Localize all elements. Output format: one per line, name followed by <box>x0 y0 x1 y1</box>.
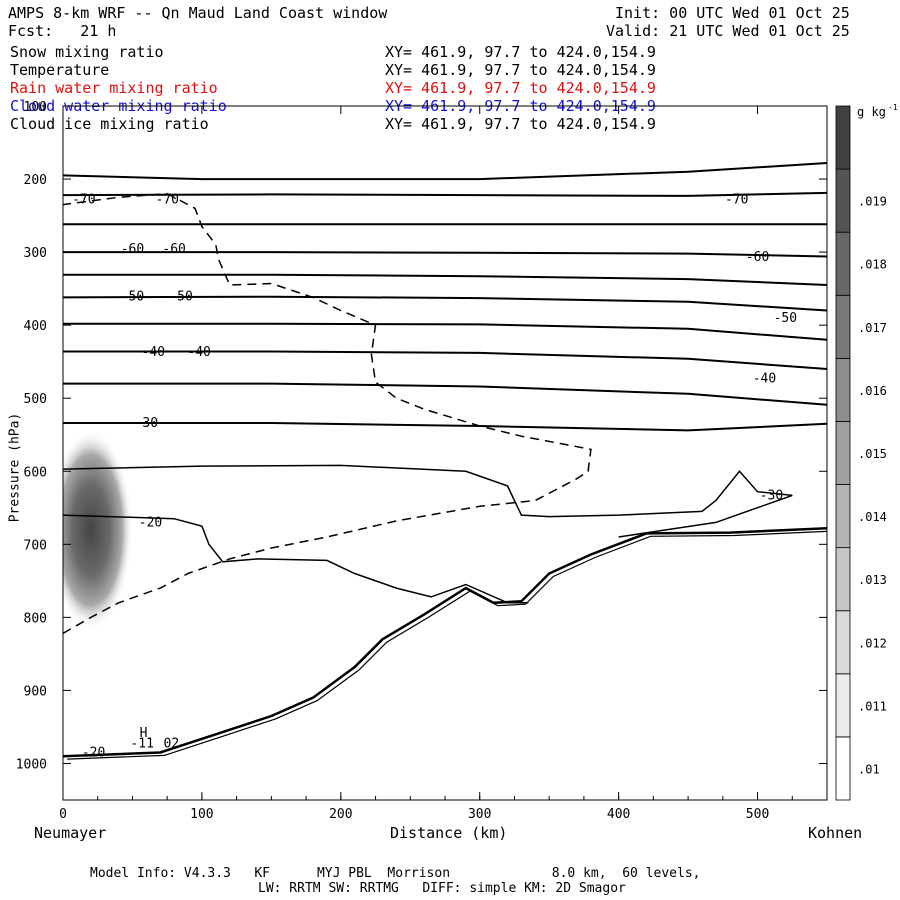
colorbar-label: .015 <box>858 447 887 461</box>
contour-label: -20 <box>82 746 105 761</box>
forecast-hour: Fcst: 21 h <box>8 22 117 40</box>
terrain-line-lower <box>67 530 827 760</box>
y-tick-label: 600 <box>24 465 47 480</box>
colorbar-label: .01 <box>858 762 880 776</box>
field-xy: XY= 461.9, 97.7 to 424.0,154.9 <box>385 79 656 97</box>
plot-frame <box>62 105 828 801</box>
valid-time: Valid: 21 UTC Wed 01 Oct 25 <box>606 22 850 40</box>
contour-label: -70 <box>155 193 178 208</box>
isotherm <box>63 382 827 406</box>
contour-label: -60 <box>121 242 144 257</box>
y-tick-label: 300 <box>24 246 47 261</box>
y-tick-label: 400 <box>24 319 47 334</box>
colorbar-swatch <box>835 421 851 485</box>
contour-label: -50 <box>169 290 192 305</box>
field-xy: XY= 461.9, 97.7 to 424.0,154.9 <box>385 61 656 79</box>
x-tick-label: 0 <box>59 807 67 822</box>
isotherm <box>63 322 827 341</box>
isotherm <box>63 422 827 432</box>
y-tick-label: 800 <box>24 611 47 626</box>
contour-label: -30 <box>760 488 783 503</box>
contour-label: -40 <box>142 345 165 360</box>
contour-label: -30 <box>135 416 158 431</box>
colorbar-label: .018 <box>858 258 887 272</box>
x-right-label: Kohnen <box>808 824 863 842</box>
colorbar-units: g kg <box>857 105 886 119</box>
y-tick-label: 1000 <box>16 757 47 772</box>
isotherm <box>63 273 827 286</box>
colorbar-swatch <box>835 673 851 738</box>
colorbar-units-exponent: -1 <box>888 103 898 112</box>
y-tick-label: 900 <box>24 684 47 699</box>
terrain-line <box>63 526 827 758</box>
contour-label: -20 <box>139 515 162 530</box>
colorbar-label: .016 <box>858 384 887 398</box>
colorbar-label: .012 <box>858 636 887 650</box>
isotherm <box>63 191 827 197</box>
colorbar-swatch <box>835 736 851 801</box>
contour-label: -50 <box>121 290 144 305</box>
x-tick-label: 100 <box>190 807 213 822</box>
isotherm <box>63 350 827 370</box>
field-name: Temperature <box>10 61 110 79</box>
y-tick-label: 500 <box>24 392 47 407</box>
colorbar-label: .019 <box>858 195 887 209</box>
colorbar-label: .017 <box>858 321 887 335</box>
colorbar-swatch <box>835 294 851 359</box>
colorbar-label: .014 <box>858 510 887 524</box>
y-tick-label: 700 <box>24 538 47 553</box>
isotherm <box>63 162 827 181</box>
colorbar-label: .013 <box>858 573 887 587</box>
colorbar: .01 .011 .012 .013 .014 .015 .016 .017 .018 .019 g… <box>835 103 898 801</box>
contour-label: -40 <box>753 371 776 386</box>
contour-label: -60 <box>746 250 769 265</box>
colorbar-swatch <box>835 484 851 549</box>
y-tick-label: 100 <box>24 100 47 115</box>
field-name: Rain water mixing ratio <box>10 79 218 97</box>
init-time: Init: 00 UTC Wed 01 Oct 25 <box>615 4 850 22</box>
contour-label: -11 <box>130 737 153 752</box>
colorbar-label: .011 <box>858 699 887 713</box>
contour-label: -70 <box>725 193 748 208</box>
field-name: Cloud ice mixing ratio <box>10 115 209 133</box>
isotherm-minus20 <box>63 464 793 538</box>
model-info-line2: LW: RRTM SW: RRTMG DIFF: simple KM: 2D S… <box>258 881 626 896</box>
contour-label: -50 <box>774 311 797 326</box>
contour-label: -70 <box>72 193 95 208</box>
isotherm <box>63 295 827 312</box>
contour-label: 02 <box>164 737 180 752</box>
colorbar-swatch <box>835 547 851 612</box>
colorbar-swatch <box>835 610 851 675</box>
x-tick-label: 200 <box>329 807 352 822</box>
y-axis-label: Pressure (hPa) <box>7 412 23 523</box>
contour-label: -60 <box>162 242 185 257</box>
isotherm-warm <box>63 514 529 604</box>
snow-shading <box>63 429 133 630</box>
x-tick-label: 400 <box>607 807 630 822</box>
isotherm <box>63 251 827 258</box>
chart-title: AMPS 8-km WRF -- Qn Maud Land Coast wind… <box>8 4 388 22</box>
cloud-ice-contour <box>63 192 592 635</box>
colorbar-swatch <box>835 231 851 296</box>
field-xy: XY= 461.9, 97.7 to 424.0,154.9 <box>385 115 656 133</box>
x-tick-label: 500 <box>746 807 769 822</box>
colorbar-swatch <box>835 168 851 233</box>
y-tick-label: 200 <box>24 173 47 188</box>
colorbar-swatch <box>835 357 851 422</box>
field-xy: XY= 461.9, 97.7 to 424.0,154.9 <box>385 43 656 61</box>
x-axis-label: Distance (km) <box>390 824 508 842</box>
x-tick-label: 300 <box>468 807 491 822</box>
model-info-line1: Model Info: V4.3.3 KF MYJ PBL Morrison 8… <box>90 866 701 881</box>
x-left-label: Neumayer <box>34 824 107 842</box>
contour-label: -40 <box>187 345 210 360</box>
contour-label: H <box>140 726 148 741</box>
field-name: Snow mixing ratio <box>10 43 164 61</box>
colorbar-swatch <box>835 105 851 170</box>
